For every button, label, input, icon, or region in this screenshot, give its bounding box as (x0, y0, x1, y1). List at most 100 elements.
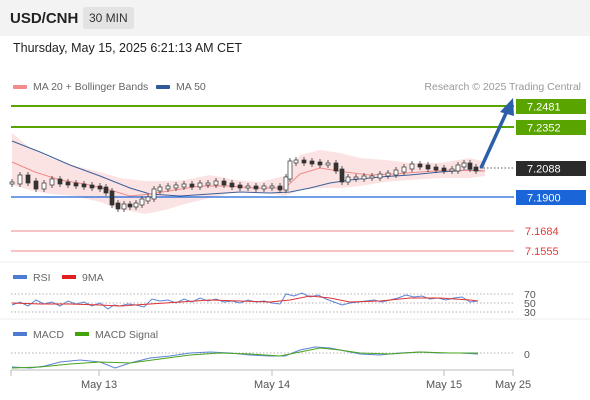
target1-label-bg (516, 120, 586, 135)
candle-body (9, 181, 15, 185)
forecast-arrow-shaft (479, 110, 509, 169)
candle-body (325, 162, 331, 166)
rsi-level-30: 30 (524, 307, 536, 319)
forecast-arrow-head (500, 98, 514, 116)
candle-body (139, 198, 145, 206)
candle-body (293, 159, 299, 164)
ma50-swatch (156, 85, 170, 89)
candle-body (145, 196, 151, 202)
candle-body (449, 168, 455, 172)
candle-body (409, 163, 415, 170)
candle-body (461, 162, 467, 168)
candle-body (133, 202, 139, 208)
price-candles (9, 157, 479, 212)
candle-body (309, 160, 315, 165)
candle-body (237, 184, 243, 189)
ma20-line (11, 161, 486, 197)
ma20-legend: MA 20 + Bollinger Bands (13, 81, 148, 93)
timeframe-button[interactable]: 30 MIN (83, 7, 134, 29)
candle-body (455, 164, 461, 172)
rsi-level-70: 70 (524, 289, 536, 301)
candle-body (121, 203, 127, 210)
candle-body (345, 176, 351, 183)
candle-body (417, 163, 423, 168)
candle-body (73, 182, 79, 187)
candle-body (89, 184, 95, 189)
target2-label: 7.2481 (527, 102, 561, 114)
candle-body (425, 164, 431, 170)
candle-body (369, 175, 375, 179)
rsi-legend-label: RSI (33, 272, 51, 284)
candle-body (393, 169, 399, 176)
target1-label: 7.2352 (527, 123, 561, 135)
ma9-legend-swatch (62, 275, 76, 279)
candle-body (165, 185, 171, 190)
candle-body (157, 186, 163, 192)
candle-body (97, 185, 103, 190)
ma9-legend-label: 9MA (82, 272, 104, 284)
candle-body (109, 190, 115, 206)
candle-body (33, 180, 39, 190)
symbol-title: USD/CNH (10, 10, 79, 27)
ma50-line (11, 140, 486, 197)
candle-body (433, 166, 439, 171)
macd-signal-legend-swatch (75, 332, 89, 336)
candle-body (277, 185, 283, 191)
candle-body (115, 202, 121, 210)
candle-body (441, 167, 447, 172)
datetime-label: Thursday, May 15, 2025 6:21:13 AM CET (13, 41, 243, 55)
target2-label-bg (516, 99, 586, 114)
candle-body (377, 173, 383, 179)
candle-body (401, 166, 407, 173)
macd-line (11, 346, 479, 369)
support2-label: 7.1555 (525, 246, 559, 258)
candle-body (197, 182, 203, 188)
copyright-text: Research © 2025 Trading Central (424, 81, 581, 93)
rsi-ma9-line (11, 295, 479, 307)
candle-body (245, 185, 251, 189)
x-axis-label-may15: May 15 (426, 379, 462, 391)
candle-body (353, 176, 359, 180)
macd-signal-line (11, 347, 478, 369)
candle-body (25, 174, 31, 184)
candle-body (333, 162, 339, 172)
candle-body (127, 203, 133, 208)
macd-signal-legend-label: MACD Signal (95, 329, 158, 341)
last-price-label: 7.2088 (527, 164, 561, 176)
candle-body (181, 183, 187, 188)
candle-body (189, 183, 195, 188)
pivot-label-bg (516, 190, 586, 205)
candle-body (229, 182, 235, 188)
candle-body (467, 162, 473, 170)
chart-header: USD/CNH 30 MIN (0, 0, 590, 36)
candle-body (269, 185, 275, 189)
x-axis-label-may13: May 13 (81, 379, 117, 391)
candle-body (261, 185, 267, 190)
candle-body (253, 185, 259, 190)
candle-body (17, 174, 23, 185)
ma50-legend: MA 50 (156, 81, 206, 93)
candle-body (221, 180, 227, 186)
candle-body (103, 186, 109, 194)
x-axis-label-may14: May 14 (254, 379, 290, 391)
candle-body (173, 184, 179, 189)
ma20-swatch (13, 85, 27, 89)
candle-body (473, 166, 479, 172)
candle-body (57, 178, 63, 185)
candle-body (385, 172, 391, 177)
candle-body (151, 188, 157, 200)
pivot-label: 7.1900 (527, 193, 561, 205)
macd-legend-label: MACD (33, 329, 64, 341)
support1-label: 7.1684 (525, 226, 559, 238)
candle-body (205, 182, 211, 186)
x-axis-label-may25: May 25 (495, 379, 531, 391)
candle-body (213, 180, 219, 186)
candle-body (287, 160, 293, 180)
candle-body (339, 168, 345, 183)
candle-body (81, 183, 87, 188)
rsi-level-50: 50 (524, 298, 536, 310)
macd-legend-swatch (13, 332, 27, 336)
candle-body (301, 159, 307, 164)
candle-body (361, 175, 367, 180)
